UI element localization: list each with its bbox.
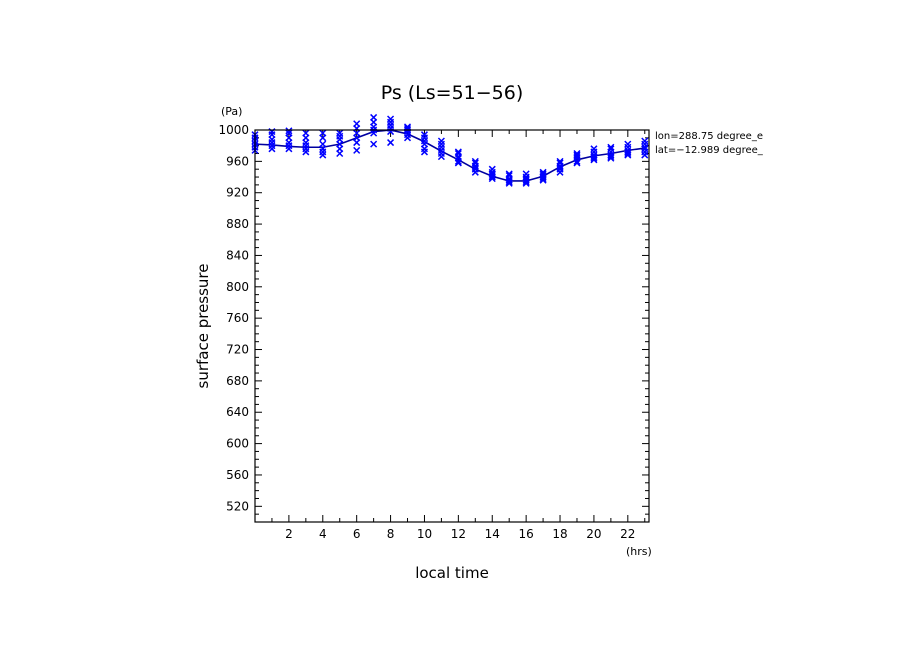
y-tick-label: 640 bbox=[226, 405, 249, 419]
data-point-marker bbox=[302, 129, 310, 137]
data-point-marker bbox=[573, 149, 581, 158]
data-point-marker bbox=[353, 146, 361, 154]
y-tick-label: 880 bbox=[226, 217, 249, 231]
data-point-marker bbox=[624, 140, 632, 148]
x-tick-label: 8 bbox=[387, 527, 395, 541]
data-point-marker bbox=[607, 145, 615, 153]
data-point-marker bbox=[437, 137, 445, 145]
data-point-marker bbox=[471, 159, 479, 167]
y-tick-label: 600 bbox=[226, 437, 249, 451]
data-point-marker bbox=[285, 129, 293, 137]
y-axis-title: surface pressure bbox=[194, 264, 212, 389]
x-tick-label: 12 bbox=[451, 527, 466, 541]
x-tick-label: 22 bbox=[620, 527, 635, 541]
data-point-marker bbox=[319, 129, 327, 137]
x-tick-label: 20 bbox=[586, 527, 601, 541]
mean-pressure-line bbox=[254, 129, 645, 182]
data-point-marker bbox=[387, 139, 395, 147]
x-tick-label: 10 bbox=[417, 527, 432, 541]
data-point-marker bbox=[353, 120, 361, 128]
x-tick-label: 2 bbox=[285, 527, 293, 541]
y-tick-label: 960 bbox=[226, 154, 249, 168]
data-point-marker bbox=[522, 170, 530, 178]
x-axis-title: local time bbox=[415, 564, 489, 582]
data-point-marker bbox=[319, 140, 327, 148]
data-point-marker bbox=[454, 148, 462, 156]
y-tick-label: 840 bbox=[226, 248, 249, 262]
x-tick-label: 18 bbox=[552, 527, 567, 541]
plot-frame bbox=[254, 129, 650, 523]
data-point-marker bbox=[505, 171, 513, 180]
data-point-marker bbox=[539, 168, 547, 176]
x-tick-label: 16 bbox=[518, 527, 533, 541]
y-tick-label: 1000 bbox=[218, 123, 249, 137]
y-tick-label: 560 bbox=[226, 468, 249, 482]
y-axis-unit: (Pa) bbox=[221, 105, 242, 118]
x-tick-label: 14 bbox=[485, 527, 500, 541]
data-point-marker bbox=[505, 170, 513, 178]
data-point-marker bbox=[556, 157, 564, 165]
data-point-marker bbox=[454, 149, 462, 158]
data-point-marker bbox=[573, 151, 581, 159]
data-point-marker bbox=[336, 129, 344, 137]
data-point-marker bbox=[387, 115, 395, 123]
data-point-marker bbox=[471, 157, 479, 165]
annotation-lat: lat=−12.989 degree_ bbox=[655, 145, 764, 156]
x-axis-unit: (hrs) bbox=[626, 545, 652, 558]
data-point-marker bbox=[370, 140, 378, 148]
y-tick-label: 760 bbox=[226, 311, 249, 325]
data-point-marker bbox=[488, 165, 496, 173]
data-point-marker bbox=[607, 143, 615, 151]
data-point-marker bbox=[403, 123, 412, 131]
x-tick-label: 4 bbox=[319, 527, 327, 541]
y-tick-label: 720 bbox=[226, 343, 249, 357]
data-point-marker bbox=[370, 113, 378, 121]
data-point-marker bbox=[590, 145, 598, 153]
data-marks bbox=[251, 113, 649, 187]
y-tick-label: 800 bbox=[226, 280, 249, 294]
y-tick-label: 680 bbox=[226, 374, 249, 388]
chart-title: Ps (Ls=51−56) bbox=[381, 82, 524, 104]
axis-ticks bbox=[255, 129, 649, 522]
x-tick-label: 6 bbox=[353, 527, 361, 541]
tick-labels: 2 4 6 8 10 12 14 16 18 20 22 520 560 600 640 680 720 760 8… bbox=[218, 123, 635, 541]
annotation-lon: lon=288.75 degree_e bbox=[655, 131, 763, 142]
data-point-marker bbox=[556, 159, 564, 167]
data-point-marker bbox=[641, 137, 649, 145]
data-point-marker bbox=[420, 131, 428, 139]
y-tick-label: 520 bbox=[226, 499, 249, 513]
y-tick-label: 920 bbox=[226, 186, 249, 200]
data-point-marker bbox=[285, 127, 293, 135]
data-point-marker bbox=[539, 170, 547, 178]
